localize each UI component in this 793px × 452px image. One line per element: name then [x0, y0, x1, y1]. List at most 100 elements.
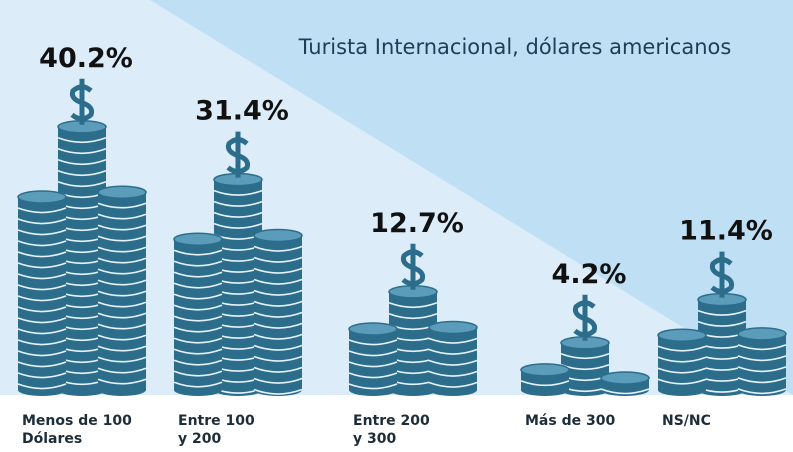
coin-edge — [213, 211, 263, 218]
coin-edge — [253, 289, 303, 296]
coin-stack — [429, 327, 477, 390]
coin-edge — [173, 348, 223, 355]
coin-top — [600, 371, 650, 385]
coin-edge — [97, 202, 147, 209]
coin-bottom — [521, 384, 569, 396]
coin-edge — [737, 377, 787, 384]
coin-bottom — [98, 384, 146, 396]
background-diagonal — [150, 0, 793, 395]
coin-top — [428, 320, 478, 335]
coin-edge — [57, 159, 107, 166]
coin-edge — [428, 359, 478, 366]
coin-edge — [173, 271, 223, 278]
coin-edge — [253, 333, 303, 340]
coin-edge — [97, 246, 147, 253]
coin-stack — [658, 335, 706, 390]
coin-edge — [657, 356, 707, 363]
coin-edge — [57, 137, 107, 144]
coin-edge — [253, 311, 303, 318]
coin-edge — [428, 348, 478, 355]
coin-top — [657, 328, 707, 343]
coin-edge — [57, 148, 107, 155]
coin-top — [17, 190, 67, 204]
coin-top — [173, 232, 223, 247]
coin-edge — [388, 313, 438, 320]
coin-edge — [253, 366, 303, 373]
coin-edge — [737, 388, 787, 395]
coin-edge — [428, 370, 478, 377]
coin-bar — [520, 336, 650, 396]
coin-edge — [253, 355, 303, 362]
coin-edge — [97, 367, 147, 374]
coin-edge — [97, 279, 147, 286]
coin-bar — [657, 292, 787, 396]
coin-edge — [348, 372, 398, 379]
coin-bar — [17, 120, 147, 396]
coin-edge — [173, 304, 223, 311]
coin-edge — [657, 345, 707, 352]
coin-edge — [657, 378, 707, 385]
value-label: 12.7% — [370, 208, 464, 239]
coin-edge — [253, 300, 303, 307]
coin-edge — [560, 353, 610, 360]
coin-top — [520, 363, 570, 377]
coin-edge — [737, 366, 787, 373]
coin-bar — [173, 172, 303, 396]
value-label: 40.2% — [39, 43, 133, 74]
coin-edge — [737, 355, 787, 362]
coin-top — [97, 185, 147, 199]
value-label: 4.2% — [552, 259, 627, 290]
coin-edge — [348, 339, 398, 346]
coin-stack — [18, 197, 66, 390]
coin-edge — [173, 282, 223, 289]
coin-bar — [348, 285, 478, 396]
coin-edge — [253, 267, 303, 274]
coin-edge — [17, 273, 67, 280]
dollar-icon — [225, 131, 251, 178]
coin-stack — [349, 329, 397, 390]
coin-bottom — [561, 384, 609, 396]
coin-edge — [17, 295, 67, 302]
coin-edge — [17, 240, 67, 247]
coin-edge — [657, 367, 707, 374]
dollar-icon — [709, 251, 735, 298]
coin-edge — [17, 372, 67, 379]
coin-edge — [348, 383, 398, 390]
coin-stack — [738, 333, 786, 390]
category-label: Entre 200 y 300 — [353, 413, 430, 447]
coin-stack — [98, 192, 146, 390]
coin-edge — [17, 207, 67, 214]
coin-edge — [97, 345, 147, 352]
coin-edge — [17, 251, 67, 258]
coin-edge — [97, 323, 147, 330]
coin-edge — [173, 326, 223, 333]
coin-edge — [97, 356, 147, 363]
coin-edge — [17, 306, 67, 313]
coin-edge — [17, 339, 67, 346]
coin-edge — [97, 235, 147, 242]
coin-edge — [97, 290, 147, 297]
dollar-icon — [400, 243, 426, 290]
coin-edge — [17, 218, 67, 225]
coin-edge — [253, 344, 303, 351]
category-label: Menos de 100 Dólares — [22, 413, 132, 447]
coin-edge — [253, 322, 303, 329]
coin-edge — [97, 301, 147, 308]
coin-bottom — [658, 384, 706, 396]
coin-edge — [173, 359, 223, 366]
coin-edge — [348, 361, 398, 368]
coin-edge — [600, 388, 650, 395]
coin-edge — [253, 245, 303, 252]
coin-bottom — [389, 384, 437, 396]
coin-edge — [17, 317, 67, 324]
coin-edge — [173, 370, 223, 377]
coin-edge — [97, 334, 147, 341]
coin-top — [253, 228, 303, 243]
coin-edge — [173, 293, 223, 300]
coin-edge — [173, 381, 223, 388]
coin-edge — [213, 222, 263, 229]
coin-bottom — [214, 384, 262, 396]
category-label: NS/NC — [662, 413, 711, 429]
coin-edge — [97, 378, 147, 385]
chart-title: Turista Internacional, dólares americano… — [298, 35, 732, 59]
